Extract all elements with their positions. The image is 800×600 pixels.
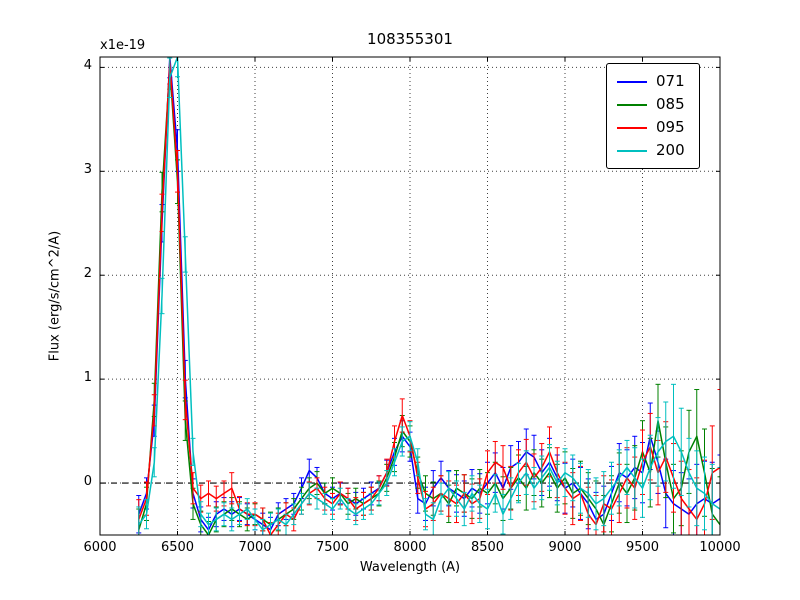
- legend: 071 085 095 200: [606, 63, 700, 169]
- x-tick-label: 9500: [625, 540, 660, 555]
- legend-entry: 085: [617, 93, 685, 116]
- legend-label: 200: [656, 141, 685, 159]
- chart-title: 108355301: [367, 30, 453, 48]
- legend-entry: 200: [617, 139, 685, 162]
- y-tick-label: 1: [83, 370, 92, 386]
- legend-entry: 071: [617, 70, 685, 93]
- x-tick-label: 9000: [548, 540, 582, 555]
- x-tick-label: 7500: [315, 540, 350, 555]
- legend-entry: 095: [617, 116, 685, 139]
- x-axis-label: Wavelength (A): [359, 560, 461, 575]
- y-tick-label: 4: [83, 58, 92, 74]
- legend-line-swatch: [617, 149, 647, 152]
- y-axis-label: Flux (erg/s/cm^2/A): [47, 230, 63, 362]
- legend-line-swatch: [617, 126, 647, 129]
- legend-label: 095: [656, 118, 685, 136]
- legend-label: 071: [656, 72, 685, 90]
- x-tick-label: 8000: [393, 540, 427, 555]
- x-tick-label: 6000: [83, 540, 117, 555]
- legend-line-swatch: [617, 80, 647, 83]
- x-tick-label: 7000: [238, 540, 272, 555]
- x-tick-label: 10000: [699, 540, 741, 555]
- y-axis-offset-label: x1e-19: [100, 38, 146, 53]
- x-tick-label: 6500: [160, 540, 195, 555]
- y-tick-label: 0: [83, 474, 92, 490]
- legend-label: 085: [656, 95, 685, 113]
- y-tick-label: 3: [83, 162, 92, 178]
- y-tick-label: 2: [83, 266, 92, 282]
- x-tick-label: 8500: [470, 540, 505, 555]
- legend-line-swatch: [617, 103, 647, 106]
